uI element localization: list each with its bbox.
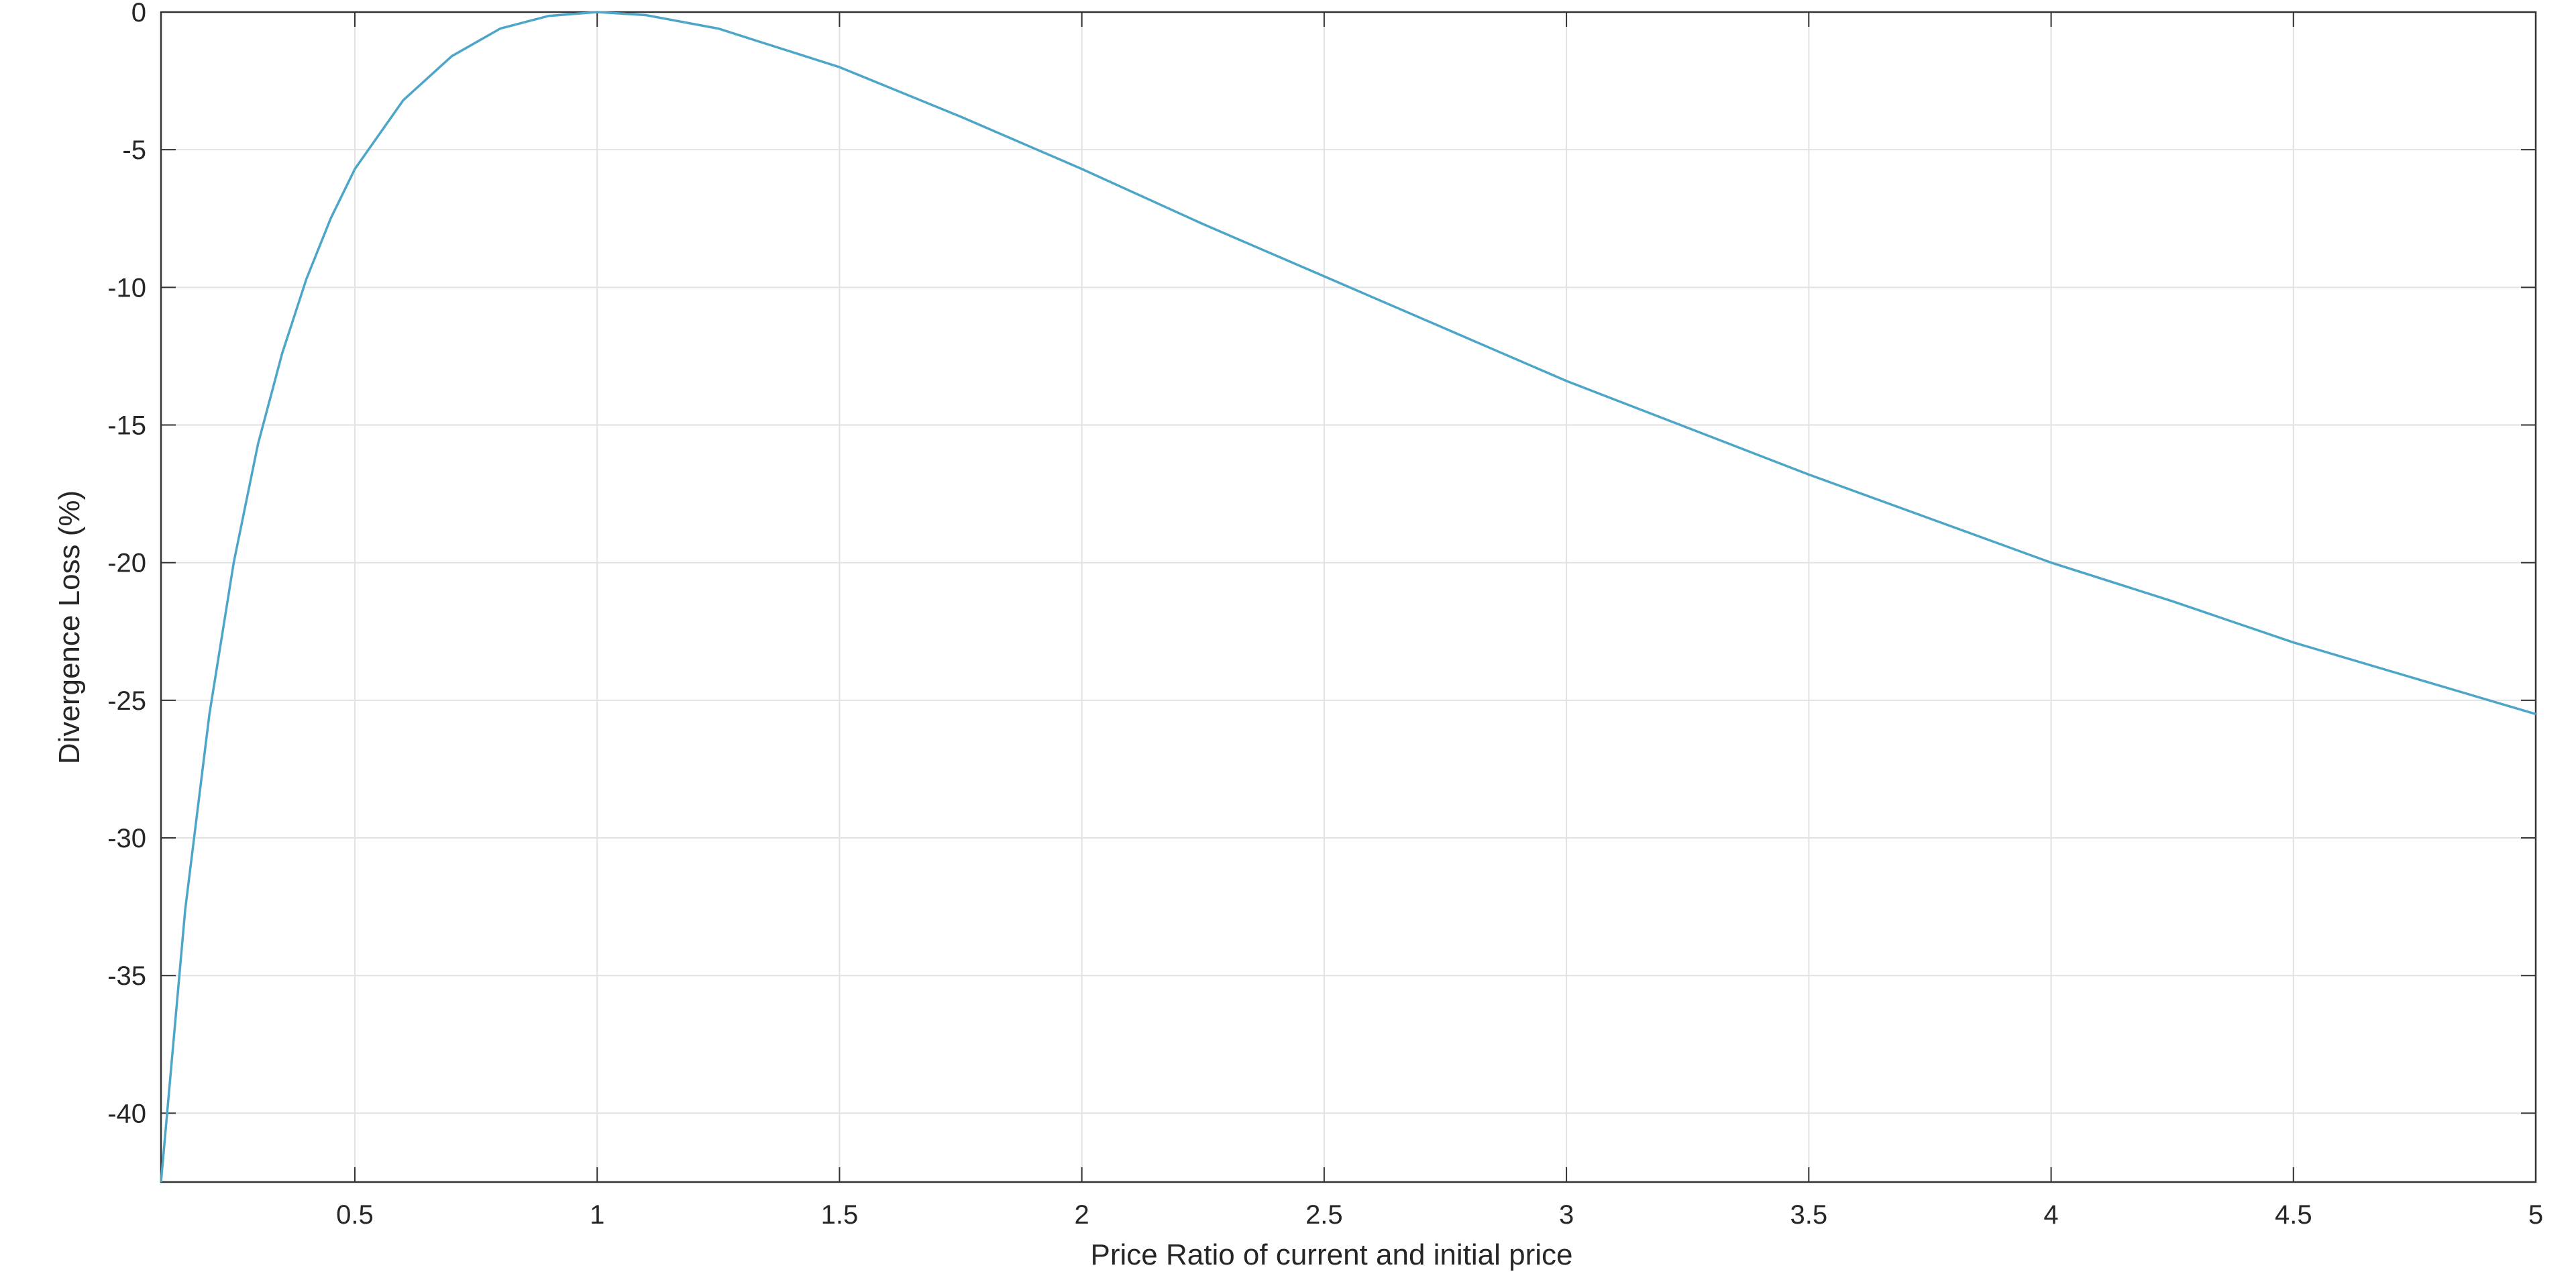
y-tick-label: -30 <box>107 824 146 853</box>
y-tick-label: -15 <box>107 411 146 441</box>
series-line <box>160 11 2536 1183</box>
x-tick-label: 5 <box>2528 1200 2543 1230</box>
y-tick-label: -40 <box>107 1099 146 1128</box>
x-tick-label: 1.5 <box>821 1200 859 1230</box>
x-tick-label: 1 <box>590 1200 604 1230</box>
y-tick-label: -5 <box>122 136 146 165</box>
y-tick-label: -10 <box>107 273 146 303</box>
x-tick-label: 0.5 <box>336 1200 374 1230</box>
y-tick-label: 0 <box>131 0 146 28</box>
x-axis-label: Price Ratio of current and initial price <box>1091 1238 1573 1271</box>
x-tick-label: 2 <box>1075 1200 1089 1230</box>
tick-labels: 0.5 1 1.5 2 2.5 3 3.5 4 4.5 5 0 -5 -10 -15 -20 -25 -30 -3… <box>107 0 2543 1230</box>
x-tick-label: 3.5 <box>1790 1200 1828 1230</box>
axes-frame <box>160 11 2537 1183</box>
series-lines <box>160 11 2536 1183</box>
y-tick-label: -35 <box>107 961 146 991</box>
x-tick-label: 4.5 <box>2275 1200 2312 1230</box>
x-tick-label: 4 <box>2043 1200 2058 1230</box>
x-tick-label: 3 <box>1559 1200 1574 1230</box>
y-tick-label: -25 <box>107 686 146 716</box>
plot-frame <box>160 11 2537 1183</box>
y-axis-label: Divergence Loss (%) <box>53 490 86 764</box>
x-tick-label: 2.5 <box>1305 1200 1343 1230</box>
y-tick-label: -20 <box>107 549 146 578</box>
